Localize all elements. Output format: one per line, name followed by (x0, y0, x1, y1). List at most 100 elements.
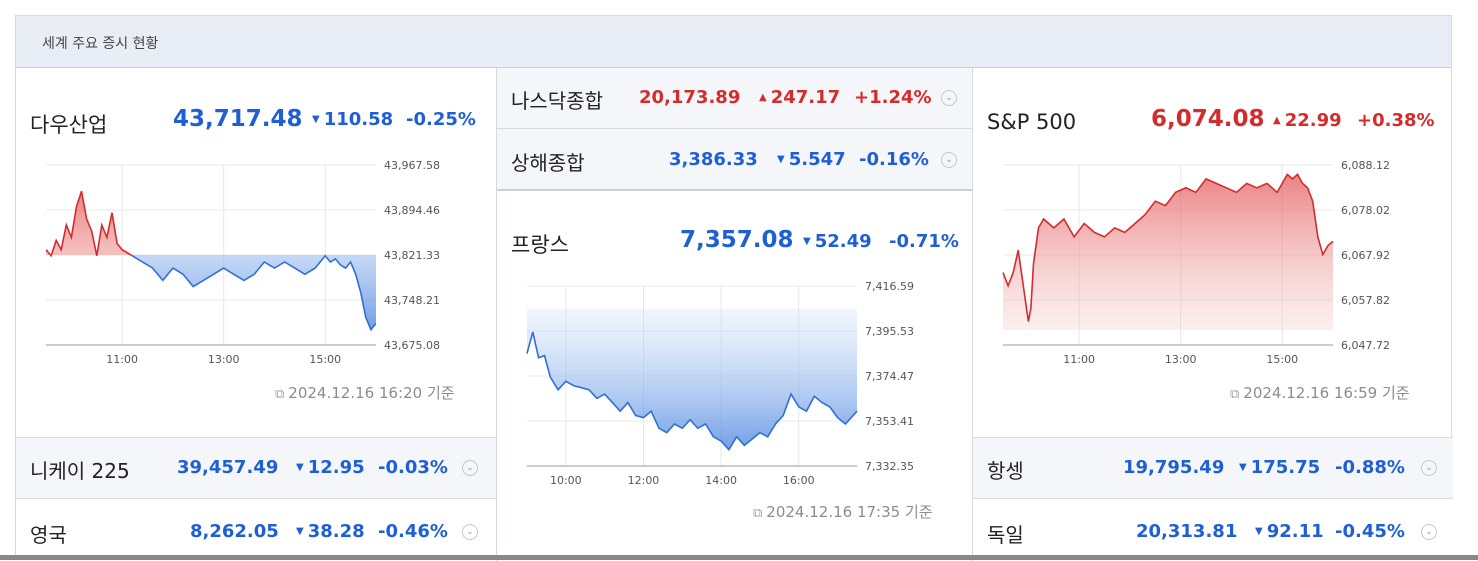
x-tick-label: 11:00 (1063, 353, 1095, 366)
index-price: 39,457.49 (177, 457, 279, 478)
chevron-down-icon[interactable]: ⌄ (1421, 460, 1437, 476)
area-up (46, 191, 376, 255)
y-tick-label: 6,088.12 (1341, 159, 1390, 172)
index-name: 다우산업 (30, 113, 108, 137)
up-arrow-icon: ▲ (759, 92, 767, 103)
sp500-chart: 6,088.12 6,078.02 6,067.92 6,057.82 6,047.72… (1002, 159, 1390, 366)
timestamp: ⧉ 2024.12.16 16:20 기준 (275, 384, 455, 402)
panel-middle: 나스닥종합 20,173.89 ▲ 247.17 +1.24% ⌄ 상해종합 3,… (496, 68, 973, 561)
series-line-up (46, 190, 326, 255)
index-name: 항셍 (987, 459, 1024, 483)
index-name: 영국 (30, 523, 67, 547)
timestamp: ⧉ 2024.12.16 17:35 기준 (753, 503, 933, 521)
index-name: 독일 (987, 523, 1024, 547)
timestamp: ⧉ 2024.12.16 16:59 기준 (1230, 384, 1410, 402)
index-price: 6,074.08 (1151, 106, 1265, 132)
index-price: 19,795.49 (1123, 457, 1225, 478)
x-tick-label: 16:00 (783, 474, 815, 487)
index-price: 20,313.81 (1136, 521, 1238, 542)
row-nasdaq[interactable]: 나스닥종합 20,173.89 ▲ 247.17 +1.24% ⌄ (497, 68, 972, 128)
down-arrow-icon: ▼ (803, 236, 811, 247)
panel-france[interactable]: 프랑스 7,357.08 ▼ 52.49 -0.71% 7,416.59 7,395… (497, 189, 972, 561)
bottom-divider (0, 555, 1478, 560)
index-percent: -0.71% (889, 231, 959, 252)
x-tick-label: 10:00 (550, 474, 582, 487)
y-tick-label: 7,353.41 (865, 415, 914, 428)
row-uk[interactable]: 영국 8,262.05 ▼ 38.28 -0.46% ⌄ (16, 498, 496, 561)
chevron-down-icon[interactable]: ⌄ (1421, 524, 1437, 540)
y-tick-label: 43,894.46 (384, 204, 440, 217)
row-germany[interactable]: 독일 20,313.81 ▼ 92.11 -0.45% ⌄ (973, 498, 1453, 561)
x-tick-label: 15:00 (1266, 353, 1298, 366)
index-change: ▼ 92.11 (1255, 521, 1324, 542)
x-tick-label: 12:00 (628, 474, 660, 487)
index-percent: -0.88% (1335, 457, 1405, 478)
y-tick-label: 7,332.35 (865, 460, 914, 473)
row-shanghai[interactable]: 상해종합 3,386.33 ▼ 5.547 -0.16% ⌄ (497, 128, 972, 189)
index-percent: -0.45% (1335, 521, 1405, 542)
dow-chart: 43,967.58 43,894.46 43,821.33 43,748.21 43,6… (46, 159, 440, 366)
index-name: 프랑스 (511, 233, 569, 257)
index-percent: -0.25% (406, 109, 476, 130)
y-tick-label: 6,078.02 (1341, 204, 1390, 217)
index-name: 나스닥종합 (511, 89, 603, 113)
x-tick-label: 13:00 (208, 353, 240, 366)
index-percent: +0.38% (1357, 110, 1435, 131)
y-tick-label: 43,967.58 (384, 159, 440, 172)
calendar-clock-icon: ⧉ (275, 387, 285, 402)
index-price: 8,262.05 (190, 521, 279, 542)
index-change: ▼ 52.49 (803, 231, 872, 252)
france-chart: 7,416.59 7,395.53 7,374.47 7,353.41 7,332.35… (526, 280, 914, 487)
x-tick-label: 11:00 (106, 353, 138, 366)
y-tick-label: 43,821.33 (384, 249, 440, 262)
panel-sp500[interactable]: S&P 500 6,074.08 ▲ 22.99 +0.38% 6,088.12 6… (973, 68, 1453, 437)
index-change: ▼ 12.95 (296, 457, 365, 478)
index-change: ▼ 5.547 (777, 149, 846, 170)
index-percent: -0.16% (859, 149, 929, 170)
y-tick-label: 6,057.82 (1341, 294, 1390, 307)
down-arrow-icon: ▼ (312, 114, 320, 125)
index-price: 43,717.48 (173, 106, 303, 132)
chevron-down-icon[interactable]: ⌄ (941, 90, 957, 106)
index-change: ▲ 247.17 (759, 87, 841, 108)
chevron-down-icon[interactable]: ⌄ (941, 152, 957, 168)
index-name: S&P 500 (987, 110, 1077, 134)
y-tick-label: 6,067.92 (1341, 249, 1390, 262)
y-tick-label: 43,675.08 (384, 339, 440, 352)
widget-header: 세계 주요 증시 현황 (16, 16, 1451, 68)
area-down (527, 308, 857, 450)
index-change: ▲ 22.99 (1273, 110, 1342, 131)
y-tick-label: 7,416.59 (865, 280, 914, 293)
calendar-clock-icon: ⧉ (1230, 387, 1240, 402)
calendar-clock-icon: ⧉ (753, 506, 763, 521)
index-name: 상해종합 (511, 151, 585, 175)
down-arrow-icon: ▼ (777, 154, 785, 165)
area-up (1003, 174, 1333, 330)
x-tick-label: 13:00 (1165, 353, 1197, 366)
chevron-down-icon[interactable]: ⌄ (462, 460, 478, 476)
index-price: 3,386.33 (669, 149, 758, 170)
panel-dow[interactable]: 다우산업 43,717.48 ▼ 110.58 -0.25% 43,967.58 4… (16, 68, 496, 437)
index-price: 7,357.08 (680, 227, 794, 253)
down-arrow-icon: ▼ (296, 526, 304, 537)
down-arrow-icon: ▼ (1255, 526, 1263, 537)
index-change: ▼ 110.58 (312, 109, 394, 130)
y-tick-label: 7,395.53 (865, 325, 914, 338)
index-percent: +1.24% (854, 87, 932, 108)
index-change: ▼ 38.28 (296, 521, 365, 542)
up-arrow-icon: ▲ (1273, 115, 1281, 126)
row-nikkei[interactable]: 니케이 225 39,457.49 ▼ 12.95 -0.03% ⌄ (16, 437, 496, 498)
index-price: 20,173.89 (639, 87, 741, 108)
index-percent: -0.46% (378, 521, 448, 542)
series-line (526, 331, 858, 452)
world-market-widget: 세계 주요 증시 현황 다우산업 43,717.48 ▼ 110.58 -0.25… (15, 15, 1453, 561)
chevron-down-icon[interactable]: ⌄ (462, 524, 478, 540)
x-tick-label: 15:00 (309, 353, 341, 366)
y-tick-label: 7,374.47 (865, 370, 914, 383)
x-tick-label: 14:00 (705, 474, 737, 487)
series-line (1002, 173, 1334, 322)
y-tick-label: 6,047.72 (1341, 339, 1390, 352)
series-line-down (49, 255, 376, 332)
y-tick-label: 43,748.21 (384, 294, 440, 307)
row-hangseng[interactable]: 항셍 19,795.49 ▼ 175.75 -0.88% ⌄ (973, 437, 1453, 498)
